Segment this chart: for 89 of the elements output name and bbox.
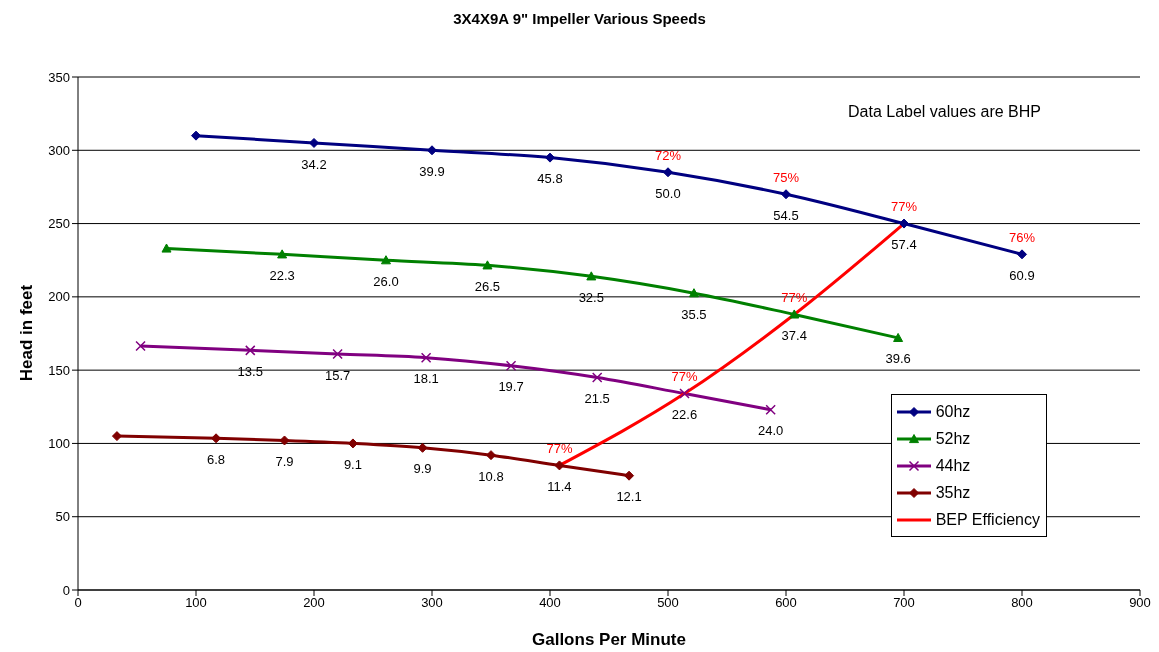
x-tick-label: 600 bbox=[775, 595, 797, 611]
y-tick-label: 350 bbox=[48, 69, 70, 85]
y-tick-label: 300 bbox=[48, 142, 70, 158]
point bbox=[545, 152, 555, 163]
point bbox=[591, 372, 603, 383]
annotation: 75% bbox=[772, 169, 800, 185]
annotation: Data Label values are BHP bbox=[848, 103, 1041, 121]
x-tick-label: 800 bbox=[1011, 595, 1033, 611]
annotation: 12.1 bbox=[616, 489, 642, 505]
annotation: 26.5 bbox=[474, 278, 501, 294]
point bbox=[427, 145, 437, 156]
annotation: 39.6 bbox=[885, 351, 911, 367]
annotation: 77% bbox=[890, 199, 918, 215]
y-tick-label: 0 bbox=[62, 582, 70, 598]
x-tick-label: 100 bbox=[185, 595, 207, 611]
y-tick-label: 50 bbox=[55, 509, 70, 525]
x-tick-label: 200 bbox=[303, 595, 325, 611]
annotation: 60.9 bbox=[1009, 267, 1035, 283]
annotation: 26.0 bbox=[373, 273, 399, 289]
x-tick-label: 900 bbox=[1129, 595, 1151, 611]
point bbox=[688, 288, 699, 298]
annotation: 54.5 bbox=[773, 207, 799, 223]
x-tick-label: 500 bbox=[657, 595, 679, 611]
annotation: 50.0 bbox=[655, 185, 681, 201]
x-tick-label: 0 bbox=[74, 595, 82, 611]
x-tick-label: 400 bbox=[539, 595, 561, 611]
annotation: 72% bbox=[654, 147, 682, 163]
annotation: 15.7 bbox=[324, 367, 351, 383]
y-tick-label: 200 bbox=[48, 289, 70, 305]
legend-label: 35hz bbox=[935, 483, 971, 502]
point bbox=[417, 442, 428, 453]
x-tick-label: 700 bbox=[893, 595, 915, 611]
legend-label: 60hz bbox=[935, 402, 971, 421]
annotation: 9.9 bbox=[413, 461, 432, 477]
annotation: 37.4 bbox=[781, 328, 807, 343]
y-axis-title: Head in feet bbox=[17, 284, 37, 382]
annotation: 7.9 bbox=[275, 454, 294, 470]
point bbox=[309, 137, 319, 148]
annotation: 11.4 bbox=[547, 478, 572, 494]
point bbox=[663, 167, 673, 178]
annotation: 24.0 bbox=[758, 423, 784, 439]
point bbox=[277, 249, 288, 259]
point bbox=[420, 352, 432, 363]
y-tick-label: 250 bbox=[48, 216, 70, 232]
x-axis-title: Gallons Per Minute bbox=[531, 630, 687, 650]
legend-label: 52hz bbox=[935, 429, 971, 448]
point bbox=[893, 332, 904, 342]
chart-title: 3X4X9A 9" Impeller Various Speeds bbox=[452, 10, 707, 27]
point bbox=[899, 218, 909, 229]
annotation: 45.8 bbox=[537, 171, 563, 187]
point bbox=[586, 271, 597, 281]
point bbox=[505, 360, 517, 371]
point bbox=[624, 470, 635, 481]
annotation: 10.8 bbox=[478, 468, 504, 484]
annotation: 22.3 bbox=[269, 267, 295, 283]
point bbox=[486, 450, 496, 461]
annotation: 19.7 bbox=[498, 379, 524, 395]
point bbox=[765, 404, 776, 415]
point bbox=[679, 388, 690, 399]
point bbox=[135, 340, 146, 352]
point bbox=[191, 130, 201, 141]
legend-label: 44hz bbox=[935, 456, 971, 475]
y-tick-label: 150 bbox=[48, 362, 70, 378]
x-tick-label: 300 bbox=[421, 595, 443, 611]
annotation: 18.1 bbox=[413, 371, 439, 387]
annotation: 9.1 bbox=[343, 456, 362, 472]
point bbox=[1017, 249, 1027, 260]
legend-label: BEP Efficiency bbox=[935, 510, 1040, 529]
point bbox=[161, 243, 172, 253]
annotation: 77% bbox=[546, 440, 573, 456]
point bbox=[789, 309, 800, 319]
point bbox=[245, 345, 256, 356]
point bbox=[380, 255, 391, 265]
annotation: 35.5 bbox=[681, 306, 707, 322]
annotation: 34.2 bbox=[301, 156, 327, 172]
annotation: 77% bbox=[671, 369, 698, 385]
annotation: 21.5 bbox=[584, 391, 610, 407]
point bbox=[332, 348, 343, 360]
annotation: 39.9 bbox=[419, 163, 445, 179]
annotation: 76% bbox=[1008, 229, 1036, 245]
point bbox=[111, 431, 122, 442]
annotation: 6.8 bbox=[207, 451, 226, 467]
annotation: 22.6 bbox=[671, 407, 698, 423]
point bbox=[781, 189, 791, 200]
point bbox=[554, 460, 565, 471]
point bbox=[279, 435, 290, 446]
y-tick-label: 100 bbox=[48, 436, 70, 452]
point bbox=[482, 260, 493, 270]
annotation: 57.4 bbox=[891, 237, 917, 253]
